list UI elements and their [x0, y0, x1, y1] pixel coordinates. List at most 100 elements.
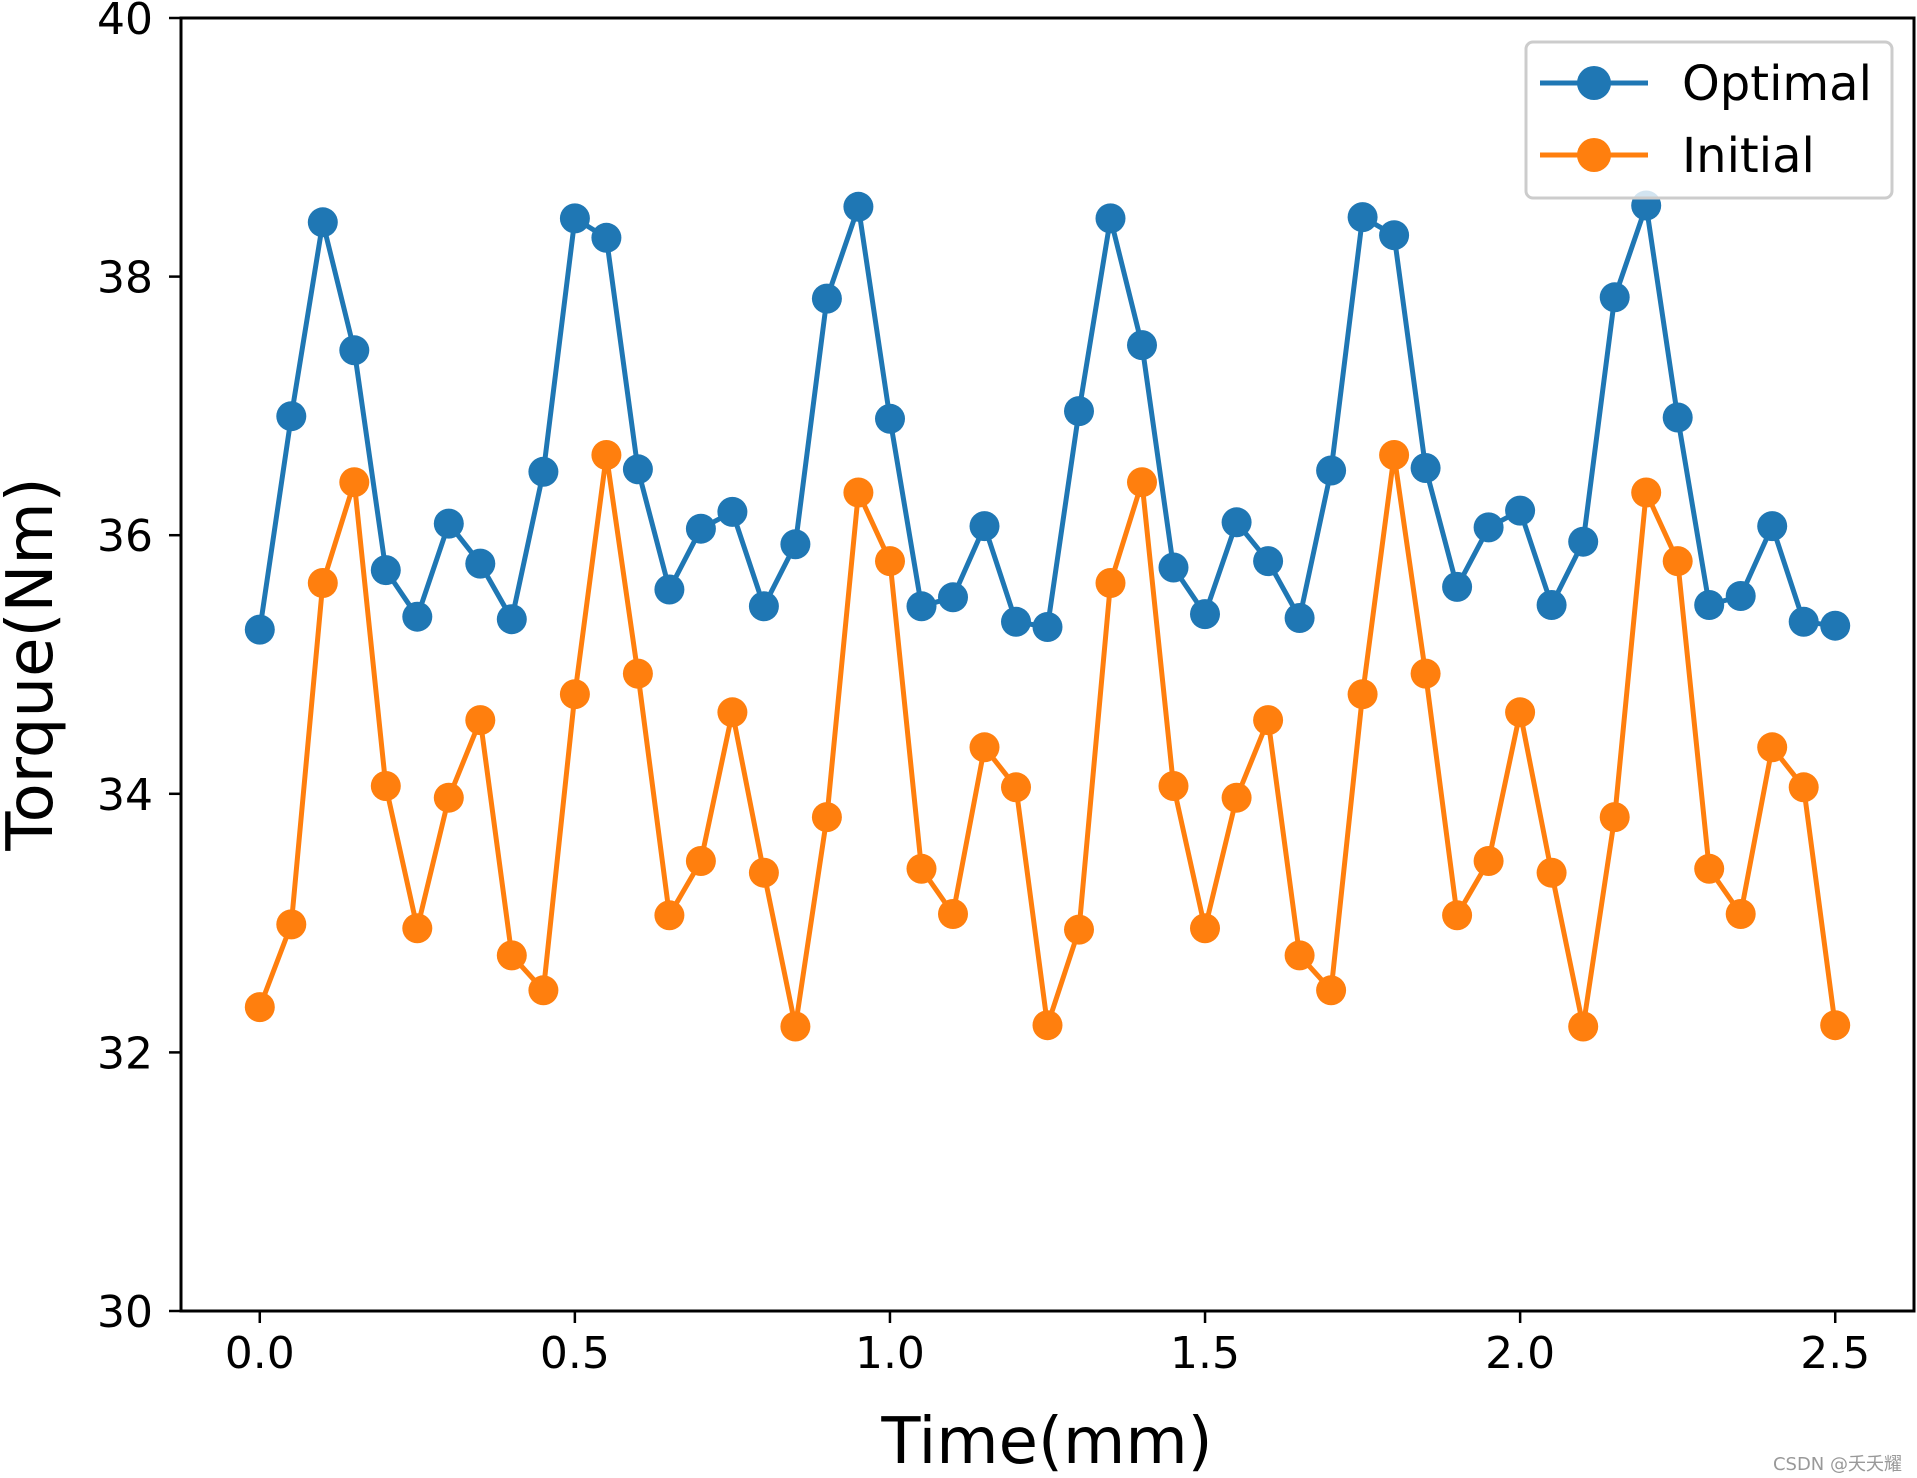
data-point-initial — [1662, 546, 1693, 577]
watermark: CSDN @夭夭耀 — [1773, 1454, 1902, 1475]
data-point-initial — [1032, 1010, 1063, 1041]
data-point-initial — [559, 679, 590, 710]
data-point-initial — [528, 975, 559, 1006]
series-line-optimal — [257, 203, 1836, 630]
data-point-optimal — [559, 203, 590, 234]
data-point-initial — [591, 440, 622, 470]
data-point-initial — [465, 705, 496, 736]
data-point-optimal — [1032, 612, 1063, 642]
data-point-initial — [1410, 658, 1441, 689]
data-point-optimal — [465, 548, 496, 579]
y-tick-label: 38 — [97, 253, 153, 304]
data-point-optimal — [1505, 495, 1536, 526]
legend-marker-initial — [1577, 138, 1611, 172]
data-point-optimal — [1473, 512, 1504, 543]
data-point-initial — [402, 913, 433, 944]
data-point-initial — [622, 658, 653, 689]
y-axis-ticks: 30 32 34 36 38 40 — [97, 0, 181, 1338]
legend-label-optimal: Optimal — [1682, 56, 1872, 112]
data-point-initial — [496, 940, 527, 971]
x-tick-label: 0.0 — [225, 1328, 295, 1379]
data-point-initial — [1788, 772, 1819, 803]
data-point-initial — [1820, 1010, 1851, 1041]
data-point-optimal — [1568, 526, 1599, 557]
x-tick-label: 2.5 — [1800, 1328, 1870, 1379]
x-tick-label: 1.0 — [855, 1328, 925, 1379]
data-point-optimal — [748, 591, 779, 622]
data-point-initial — [780, 1011, 811, 1042]
y-tick-label: 36 — [97, 511, 153, 562]
data-point-optimal — [1001, 606, 1031, 637]
legend-marker-optimal — [1577, 66, 1611, 100]
data-point-initial — [276, 909, 307, 940]
x-tick-label: 2.0 — [1485, 1328, 1555, 1379]
data-point-optimal — [780, 529, 811, 560]
data-point-optimal — [1127, 330, 1157, 361]
legend-label-initial: Initial — [1682, 128, 1815, 184]
data-point-initial — [1284, 940, 1315, 971]
data-point-optimal — [1694, 590, 1725, 620]
data-point-optimal — [370, 555, 401, 586]
data-point-initial — [370, 771, 401, 801]
data-point-initial — [685, 846, 716, 876]
data-point-optimal — [875, 403, 905, 434]
data-point-optimal — [906, 591, 937, 622]
data-point-optimal — [1662, 402, 1693, 433]
data-point-initial — [1536, 857, 1567, 888]
data-point-initial — [1127, 467, 1157, 498]
data-point-initial — [717, 697, 748, 728]
data-point-initial — [1442, 900, 1473, 931]
data-point-initial — [1316, 975, 1347, 1006]
data-point-optimal — [654, 574, 685, 605]
x-axis-label: Time(mm) — [880, 1405, 1212, 1478]
data-point-optimal — [1158, 552, 1189, 583]
data-point-optimal — [339, 335, 370, 366]
y-tick-label: 32 — [97, 1028, 153, 1079]
data-point-optimal — [1820, 610, 1851, 641]
data-point-initial — [654, 900, 685, 931]
data-point-initial — [1253, 705, 1284, 736]
data-point-initial — [1158, 771, 1189, 801]
data-point-optimal — [1284, 603, 1315, 633]
data-point-initial — [875, 546, 905, 577]
series-line-initial — [257, 452, 1838, 1029]
data-point-initial — [1505, 697, 1536, 728]
data-point-optimal — [1442, 571, 1473, 602]
data-point-initial — [938, 899, 968, 929]
data-point-optimal — [591, 222, 622, 253]
data-point-initial — [811, 802, 842, 833]
data-point-optimal — [1599, 282, 1630, 313]
data-point-optimal — [1379, 220, 1410, 251]
data-point-initial — [906, 853, 937, 884]
data-point-optimal — [528, 456, 559, 487]
data-point-initial — [244, 992, 275, 1023]
data-point-initial — [1347, 679, 1378, 710]
data-point-initial — [339, 467, 370, 498]
data-point-optimal — [433, 508, 464, 539]
data-point-initial — [1725, 899, 1756, 929]
data-point-initial — [1095, 568, 1126, 598]
data-point-optimal — [1725, 581, 1756, 611]
x-axis-ticks: 0.0 0.5 1.0 1.5 2.0 2.5 — [225, 1311, 1870, 1379]
data-point-optimal — [1410, 453, 1441, 483]
data-point-optimal — [1757, 511, 1788, 542]
data-point-optimal — [1347, 202, 1378, 233]
data-point-optimal — [276, 401, 307, 432]
y-tick-label: 40 — [97, 0, 153, 45]
data-point-initial — [1064, 914, 1094, 945]
x-tick-label: 0.5 — [540, 1328, 610, 1379]
y-tick-label: 30 — [97, 1287, 153, 1338]
data-point-optimal — [938, 582, 968, 613]
data-point-initial — [1757, 732, 1788, 763]
data-point-initial — [1473, 846, 1504, 876]
data-point-optimal — [1221, 507, 1252, 538]
y-tick-label: 34 — [97, 770, 153, 821]
data-point-initial — [1631, 477, 1662, 508]
data-point-initial — [1599, 802, 1630, 833]
legend: Optimal Initial — [1524, 40, 1894, 200]
data-point-optimal — [402, 601, 433, 632]
y-axis-label: Torque(Nm) — [0, 477, 68, 851]
data-point-optimal — [307, 207, 338, 238]
data-point-optimal — [717, 496, 748, 527]
